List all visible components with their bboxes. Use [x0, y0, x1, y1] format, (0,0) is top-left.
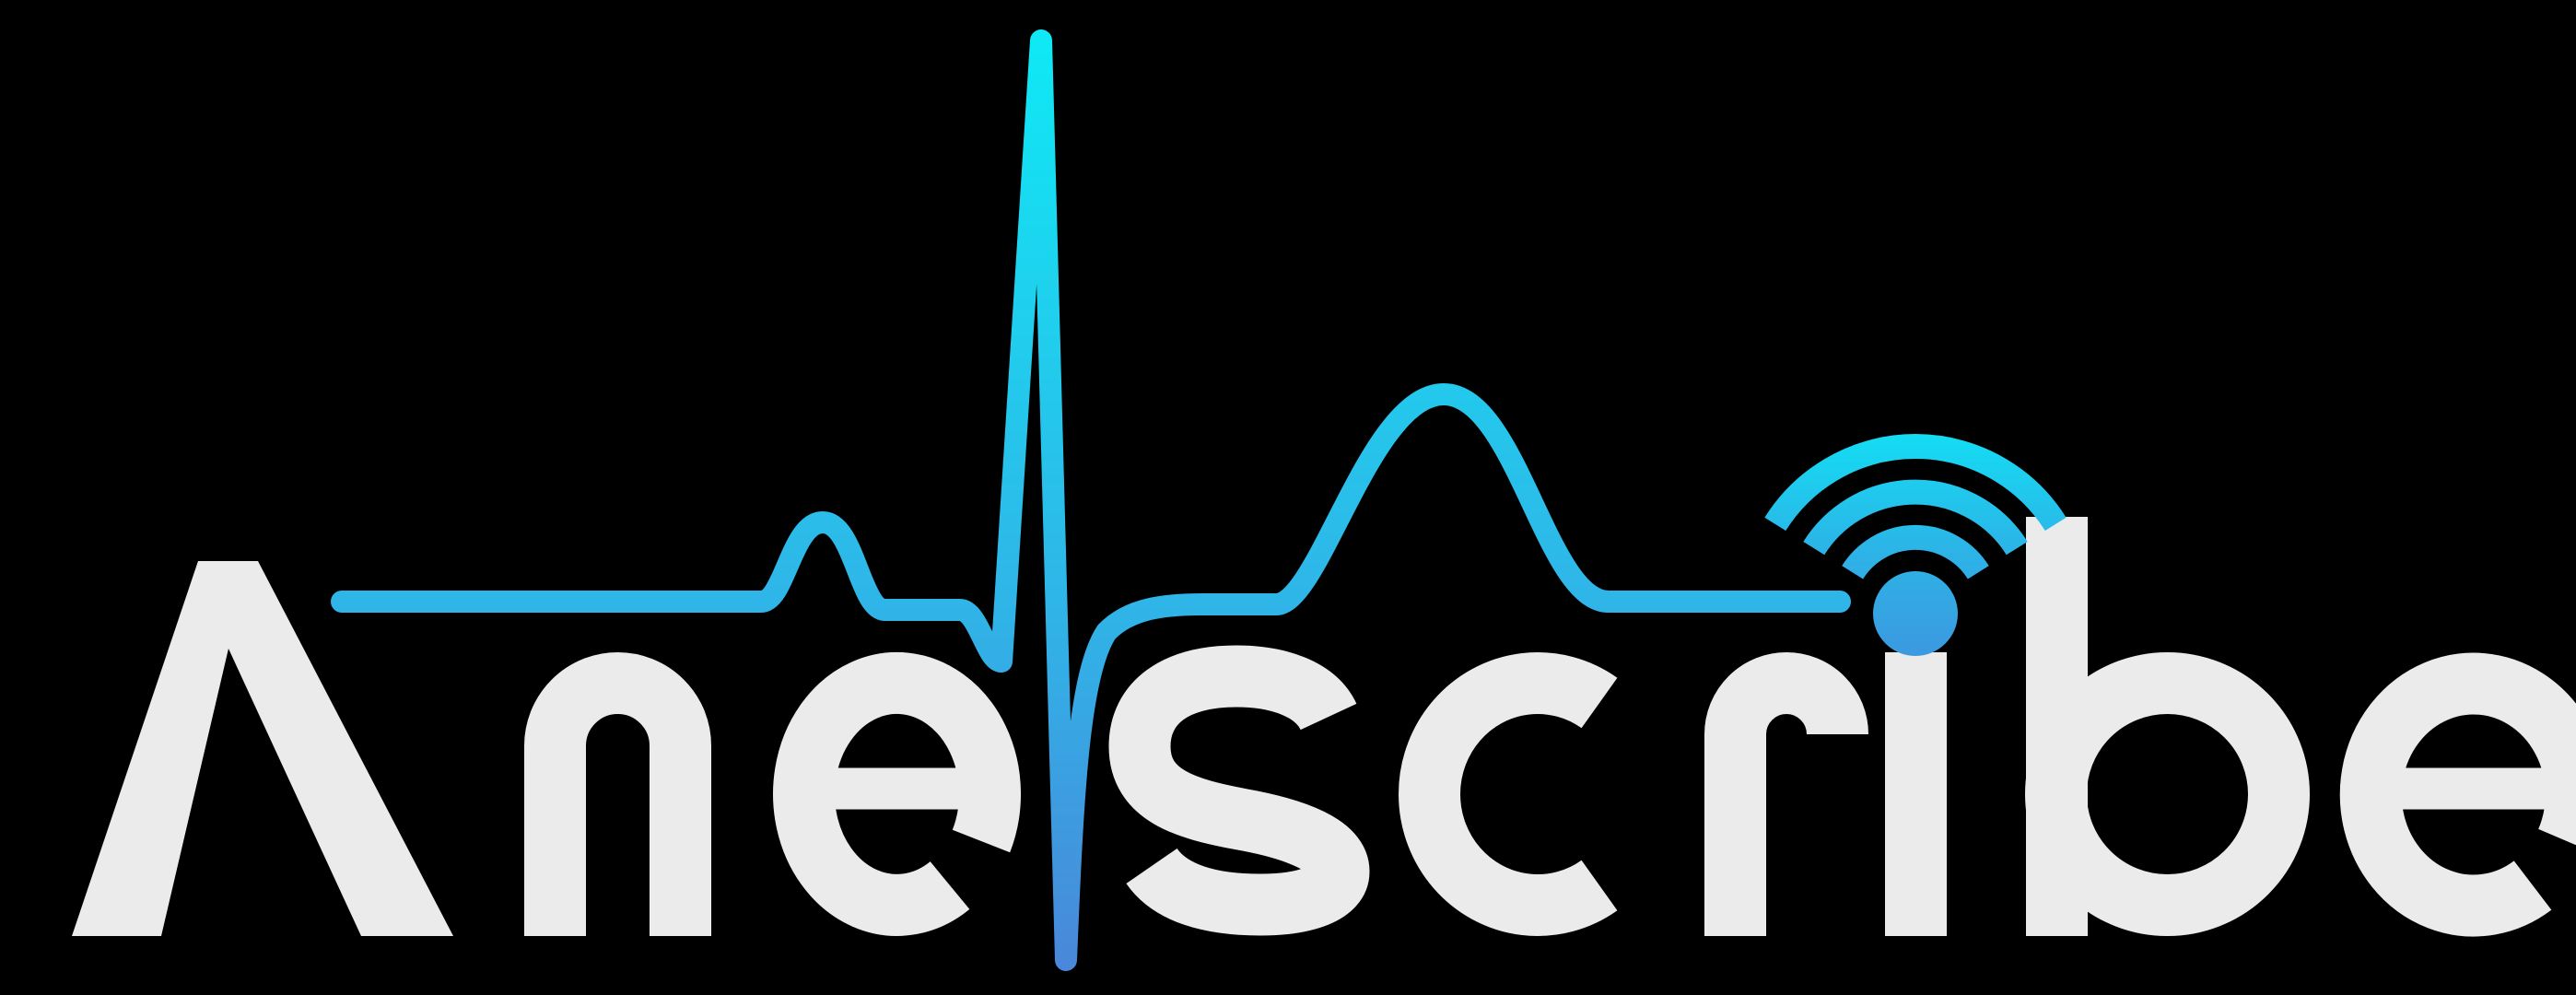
letter-c: [1399, 652, 1618, 936]
ecg-heartbeat-line: [331, 29, 1851, 971]
wifi-arc-outer: [1764, 434, 2067, 532]
letter-s: [1108, 645, 1370, 936]
letter-r: [1704, 652, 1868, 936]
letter-e2-bowl: [2339, 652, 2576, 937]
letter-A: [72, 561, 453, 936]
wifi-arc-middle: [1803, 479, 2028, 556]
wordmark: [72, 517, 2576, 937]
wifi-dot: [1873, 571, 1958, 656]
letter-e1-bowl: [773, 651, 1022, 936]
letter-b: [2025, 517, 2311, 936]
logo-canvas: [37, 15, 2576, 980]
wifi-icon: [1764, 434, 2067, 656]
anescribe-logo: Anescribe: [37, 15, 2576, 980]
letter-n: [524, 652, 711, 936]
wifi-arc-inner: [1842, 524, 1989, 579]
